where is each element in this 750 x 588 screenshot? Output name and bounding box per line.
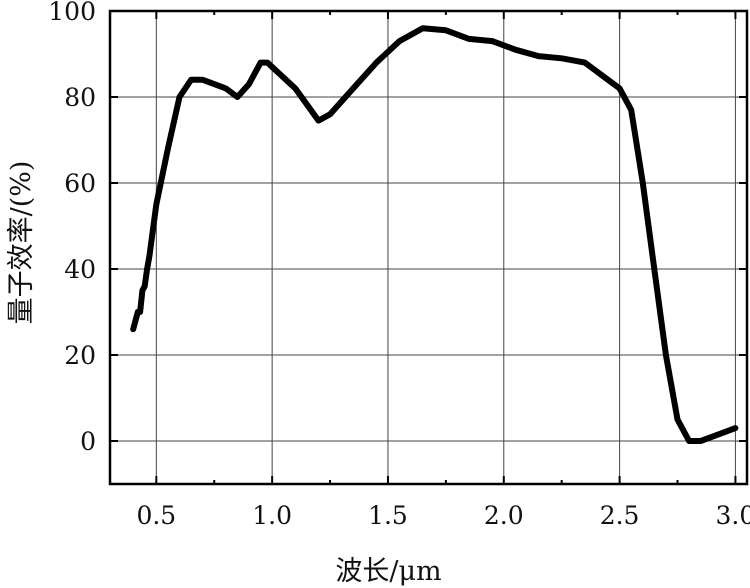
- x-axis-title: 波长/μm: [335, 556, 441, 587]
- y-axis-title: 量子效率/(%): [6, 161, 37, 325]
- x-tick-label: 2.5: [600, 501, 640, 530]
- x-tick-label: 2.0: [484, 501, 524, 530]
- y-tick-label: 20: [64, 341, 96, 370]
- y-tick-label: 100: [48, 0, 96, 26]
- y-tick-label: 80: [64, 83, 96, 112]
- x-tick-label: 0.5: [136, 501, 176, 530]
- y-tick-label: 60: [64, 169, 96, 198]
- x-tick-label: 1.5: [368, 501, 408, 530]
- series-line: [130, 25, 739, 444]
- x-tick-label: 3.0: [716, 501, 750, 530]
- y-tick-labels: 0 20 40 60 80 100: [48, 0, 96, 456]
- y-tick-label: 40: [64, 255, 96, 284]
- series-layer: [130, 25, 739, 444]
- plot-frame: [108, 9, 749, 486]
- x-tick-labels: 0.5 1.0 1.5 2.0 2.5 3.0: [136, 501, 750, 530]
- y-tick-label: 0: [80, 427, 96, 456]
- x-tick-label: 1.0: [252, 501, 292, 530]
